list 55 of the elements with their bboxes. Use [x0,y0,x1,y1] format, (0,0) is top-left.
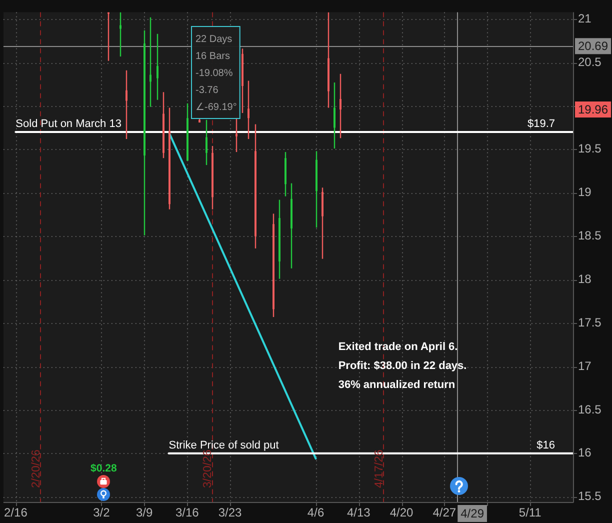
candlestick [156,33,158,101]
annotation: Exited trade on April 6. Profit: $38.00 in 22 days. 36% annualized return [338,340,467,391]
x-tick-label: 5/11 [518,506,542,520]
candlestick [186,102,188,162]
ref-line-label: 4/29 [460,506,484,520]
candlestick [340,73,342,139]
ref-line-label: 3/20/26 [202,450,214,488]
x-tick-label: 4/20 [390,506,414,520]
y-tick-label: 20.5 [578,54,602,69]
y-tick-label: 19.5 [578,142,602,156]
x-tick-label: 4/13 [346,506,371,520]
candlestick [290,182,292,269]
x-tick-label: 4/27 [432,506,456,520]
x-tick-label: 4/6 [307,506,324,520]
candlestick [248,80,250,140]
candlestick [316,150,318,228]
y-tick-label: 17 [578,358,592,373]
candlestick [278,199,280,280]
x-tick-label: 3/16 [175,506,200,520]
series-label: Strike Price of sold put [168,439,279,452]
candlestick [198,118,200,124]
y-tick-label: 18 [578,272,592,286]
ref-line-label: 2/20/26 [30,450,42,488]
x-tick-label: 3/23 [218,506,242,520]
ref-line-label: 20.69 [578,38,608,53]
candlestick [334,82,336,150]
candlestick [254,124,256,250]
y-tick-label: 16.5 [578,402,602,416]
x-tick-label: 2/16 [4,506,28,520]
y-tick-label: 19 [578,185,592,200]
candlestick [150,16,152,108]
candlestick [242,48,244,114]
annotation: $0.28 [90,462,117,475]
y-tick-label: 21 [578,11,592,26]
data-label: $19.7 [527,118,555,130]
x-tick-label: 3/2 [93,506,110,520]
candlestick [212,145,214,210]
ref-line-label: 4/17/26 [373,450,386,488]
candlestick [206,119,208,166]
candlestick [162,91,164,159]
candlestick [126,70,128,140]
y-tick-label: 15.5 [578,489,602,504]
data-label: $16 [536,439,555,452]
candlestick [328,12,330,108]
x-tick-label: 3/9 [136,506,153,520]
candlestick [322,187,324,260]
candlestick [284,151,286,197]
annotation: 19.96 [578,102,608,116]
candlestick [120,12,122,58]
candlestick [168,107,170,210]
y-tick-label: 17.5 [578,315,602,330]
y-tick-label: 18.5 [578,228,602,243]
series-label: Sold Put on March 13 [16,118,122,130]
y-tick-label: 16 [578,446,592,460]
annotation: 22 Days 16 Bars -19.08% -3.76 ∠-69.19° [196,34,237,113]
